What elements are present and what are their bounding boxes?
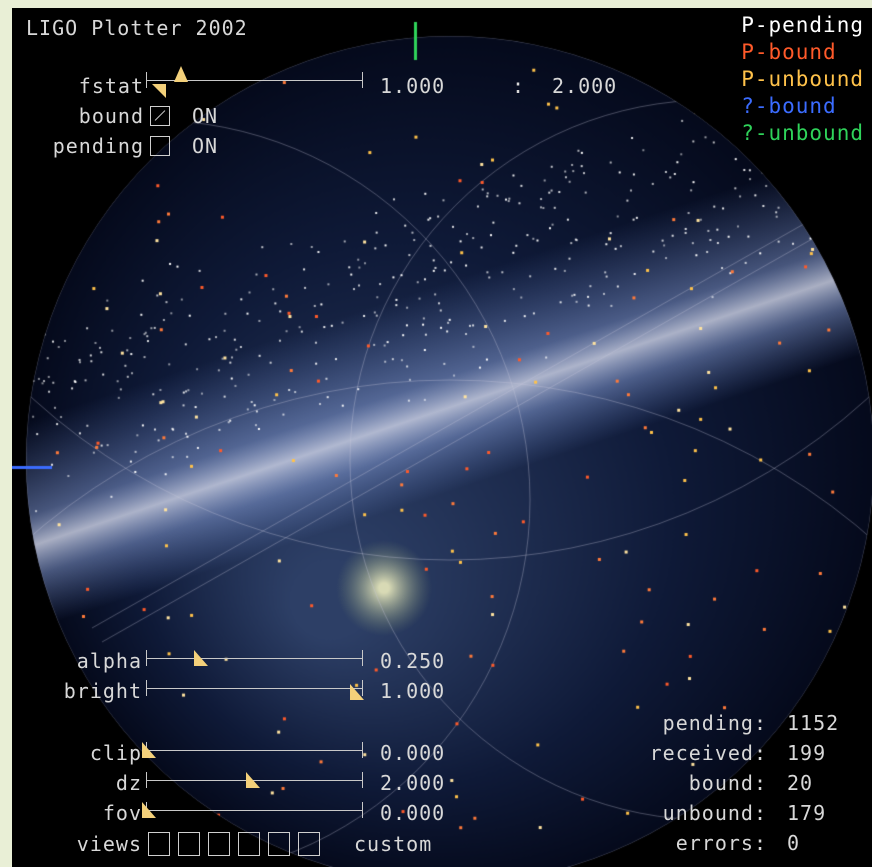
pending-label: pending [52, 134, 144, 158]
stat-pending-label: pending: [662, 711, 767, 735]
stat-unbound-value: 179 [787, 801, 827, 825]
bound-state: ON [192, 104, 219, 128]
bound-checkbox[interactable] [150, 106, 170, 126]
stat-errors-label: errors: [675, 831, 767, 855]
plotter-window: LIGO Plotter 2002 P-pending P-bound P-un… [12, 8, 872, 867]
fstat-min-value: 1.000 [380, 74, 446, 98]
dz-value: 2.000 [380, 771, 446, 795]
alpha-value: 0.250 [380, 649, 446, 673]
alpha-knob[interactable] [194, 650, 208, 666]
fstat-label: fstat [78, 74, 144, 98]
fstat-min-knob[interactable] [152, 84, 166, 98]
bright-label: bright [63, 679, 142, 703]
bound-label: bound [78, 104, 144, 128]
fov-label: fov [102, 801, 142, 825]
pending-state: ON [192, 134, 219, 158]
view-button[interactable] [268, 832, 290, 856]
alpha-label: alpha [76, 649, 142, 673]
legend-q-bound: ?-bound [741, 94, 837, 118]
view-button[interactable] [148, 832, 170, 856]
bright-value: 1.000 [380, 679, 446, 703]
legend-q-unbound: ?-unbound [741, 121, 864, 145]
sky-sphere-view[interactable] [12, 8, 872, 867]
stat-received-value: 199 [787, 741, 827, 765]
dz-knob[interactable] [246, 772, 260, 788]
view-button[interactable] [178, 832, 200, 856]
bright-knob[interactable] [350, 684, 364, 700]
stat-errors-value: 0 [787, 831, 801, 855]
stat-received-label: received: [649, 741, 767, 765]
fstat-separator: : [512, 74, 526, 98]
fov-value: 0.000 [380, 801, 446, 825]
app-title: LIGO Plotter 2002 [26, 16, 248, 40]
view-button[interactable] [298, 832, 320, 856]
fstat-max-knob[interactable] [174, 66, 188, 82]
stat-bound-label: bound: [688, 771, 767, 795]
clip-knob[interactable] [142, 742, 156, 758]
clip-label: clip [89, 741, 142, 765]
pending-checkbox[interactable] [150, 136, 170, 156]
stat-unbound-label: unbound: [662, 801, 767, 825]
views-label: views [76, 832, 142, 856]
fstat-max-value: 2.000 [552, 74, 618, 98]
legend: P-pending P-bound P-unbound ?-bound ?-un… [741, 12, 864, 147]
legend-p-unbound: P-unbound [741, 67, 864, 91]
view-button[interactable] [238, 832, 260, 856]
view-button[interactable] [208, 832, 230, 856]
fov-knob[interactable] [142, 802, 156, 818]
clip-value: 0.000 [380, 741, 446, 765]
stat-pending-value: 1152 [787, 711, 840, 735]
legend-p-bound: P-bound [741, 40, 837, 64]
legend-p-pending: P-pending [741, 13, 864, 37]
views-value: custom [354, 832, 433, 856]
dz-label: dz [115, 771, 142, 795]
stat-bound-value: 20 [787, 771, 814, 795]
